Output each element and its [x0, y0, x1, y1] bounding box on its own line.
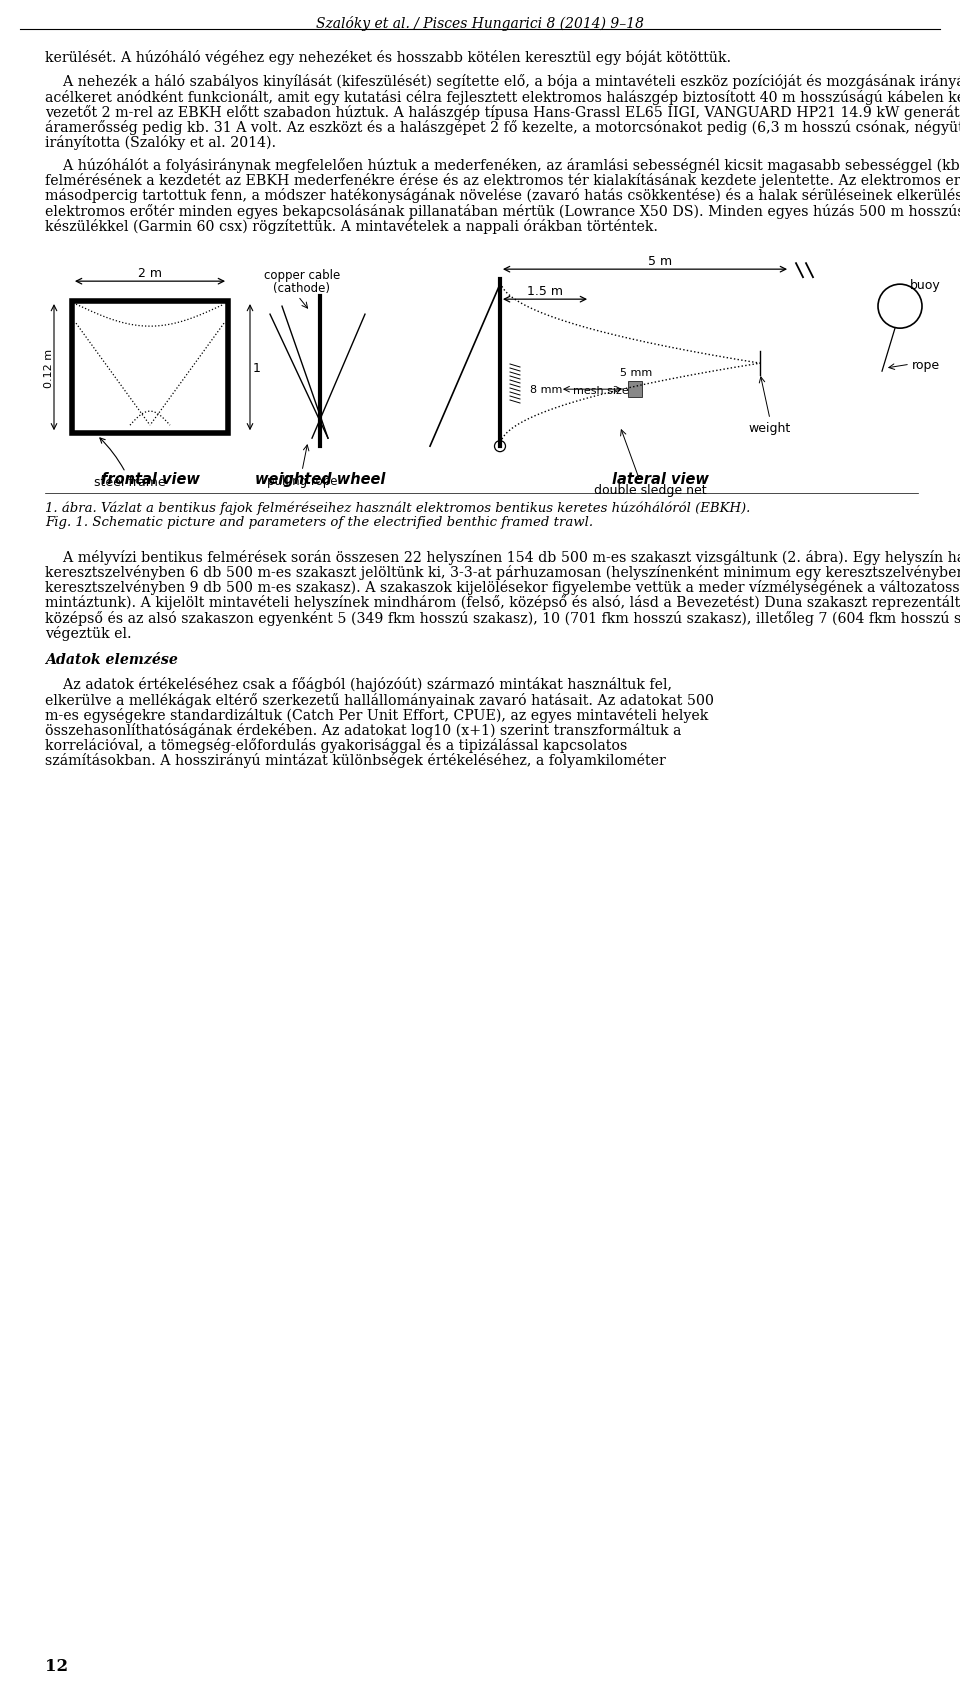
Text: 5 m: 5 m — [648, 256, 672, 267]
Text: weight: weight — [749, 422, 791, 436]
Text: (cathode): (cathode) — [274, 283, 330, 294]
Text: m-es egységekre standardizáltuk (Catch Per Unit Effort, CPUE), az egyes mintavét: m-es egységekre standardizáltuk (Catch P… — [45, 708, 708, 723]
Text: végeztük el.: végeztük el. — [45, 626, 132, 641]
Text: acélkeret anódként funkcionált, amit egy kutatási célra fejlesztett elektromos h: acélkeret anódként funkcionált, amit egy… — [45, 89, 960, 104]
Text: A nehezék a háló szabályos kinyílását (kifeszülését) segítette elő, a bója a min: A nehezék a háló szabályos kinyílását (k… — [45, 74, 960, 89]
Text: keresztszelvényben 9 db 500 m-es szakasz). A szakaszok kijelölésekor figyelembe : keresztszelvényben 9 db 500 m-es szakasz… — [45, 580, 960, 595]
Text: Szalóky et al. / Pisces Hungarici 8 (2014) 9–18: Szalóky et al. / Pisces Hungarici 8 (201… — [316, 17, 644, 30]
Text: 0.12 m: 0.12 m — [44, 348, 54, 387]
Text: kerülését. A húzóháló végéhez egy nehezéket és hosszabb kötélen keresztül egy bó: kerülését. A húzóháló végéhez egy nehezé… — [45, 50, 732, 66]
Text: középső és az alsó szakaszon egyenként 5 (349 fkm hosszú szakasz), 10 (701 fkm h: középső és az alsó szakaszon egyenként 5… — [45, 611, 960, 626]
Text: vezetőt 2 m-rel az EBKH előtt szabadon húztuk. A halászgép típusa Hans-Grassl EL: vezetőt 2 m-rel az EBKH előtt szabadon h… — [45, 104, 960, 119]
Text: 1. ábra. Vázlat a bentikus fajok felméréseihez használt elektromos bentikus kere: 1. ábra. Vázlat a bentikus fajok felméré… — [45, 501, 751, 515]
Text: A mélyvízi bentikus felmérések során összesen 22 helyszínen 154 db 500 m-es szak: A mélyvízi bentikus felmérések során öss… — [45, 550, 960, 565]
Bar — [628, 382, 642, 399]
Text: weighted wheel: weighted wheel — [254, 473, 385, 486]
Text: 1.5 m: 1.5 m — [527, 284, 563, 298]
Text: steel frame: steel frame — [94, 439, 166, 489]
Text: mesh size: mesh size — [573, 385, 629, 395]
Text: 12: 12 — [45, 1657, 68, 1674]
Text: Adatok elemzése: Adatok elemzése — [45, 653, 178, 666]
Text: áramerősség pedig kb. 31 A volt. Az eszközt és a halászgépet 2 fő kezelte, a mot: áramerősség pedig kb. 31 A volt. Az eszk… — [45, 119, 960, 135]
Text: Fig. 1. Schematic picture and parameters of the electrified benthic framed trawl: Fig. 1. Schematic picture and parameters… — [45, 516, 593, 530]
Text: rope: rope — [912, 358, 940, 372]
Text: 1: 1 — [253, 362, 261, 375]
Text: korrelációval, a tömegség-előfordulás gyakorisággal és a tipizálással kapcsolato: korrelációval, a tömegség-előfordulás gy… — [45, 738, 627, 754]
Text: 8 mm: 8 mm — [530, 385, 563, 395]
Text: készülékkel (Garmin 60 csx) rögzítettük. A mintavételek a nappali órákban történ: készülékkel (Garmin 60 csx) rögzítettük.… — [45, 219, 658, 234]
Text: double sledge net: double sledge net — [593, 484, 707, 496]
Text: pulling rope: pulling rope — [267, 474, 337, 488]
Text: elkerülve a mellékágak eltérő szerkezetű hallállományainak zavaró hatásait. Az a: elkerülve a mellékágak eltérő szerkezetű… — [45, 693, 714, 706]
Text: elektromos erőtér minden egyes bekapcsolásának pillanatában mértük (Lowrance X50: elektromos erőtér minden egyes bekapcsol… — [45, 204, 960, 219]
Text: irányította (Szalóky et al. 2014).: irányította (Szalóky et al. 2014). — [45, 135, 276, 150]
Text: frontal view: frontal view — [101, 473, 200, 486]
Text: A húzóhálót a folyásiránynak megfelelően húztuk a mederfenéken, az áramlási sebe: A húzóhálót a folyásiránynak megfelelően… — [45, 158, 960, 173]
Text: lateral view: lateral view — [612, 473, 708, 486]
Bar — [72, 303, 228, 434]
Text: összehasonlíthatóságának érdekében. Az adatokat log10 (x+1) szerint transzformál: összehasonlíthatóságának érdekében. Az a… — [45, 723, 682, 738]
Text: másodpercig tartottuk fenn, a módszer hatékonyságának növelése (zavaró hatás csö: másodpercig tartottuk fenn, a módszer ha… — [45, 188, 960, 204]
Text: copper cable: copper cable — [264, 269, 340, 283]
Text: Az adatok értékeléséhez csak a főágból (hajózóút) származó mintákat használtuk f: Az adatok értékeléséhez csak a főágból (… — [45, 678, 672, 691]
Text: buoy: buoy — [910, 279, 941, 293]
Text: 5 mm: 5 mm — [620, 368, 652, 378]
Text: mintáztunk). A kijelölt mintavételi helyszínek mindhárom (felső, középső és alsó: mintáztunk). A kijelölt mintavételi hely… — [45, 595, 960, 611]
Text: számításokban. A hosszirányú mintázat különbségek értékeléséhez, a folyamkilomét: számításokban. A hosszirányú mintázat kü… — [45, 754, 665, 769]
Text: felmérésének a kezdetét az EBKH mederfenékre érése és az elektromos tér kialakít: felmérésének a kezdetét az EBKH mederfen… — [45, 173, 960, 188]
Text: 2 m: 2 m — [138, 267, 162, 279]
Text: keresztszelvényben 6 db 500 m-es szakaszt jelöltünk ki, 3-3-at párhuzamosan (hel: keresztszelvényben 6 db 500 m-es szakasz… — [45, 565, 960, 580]
